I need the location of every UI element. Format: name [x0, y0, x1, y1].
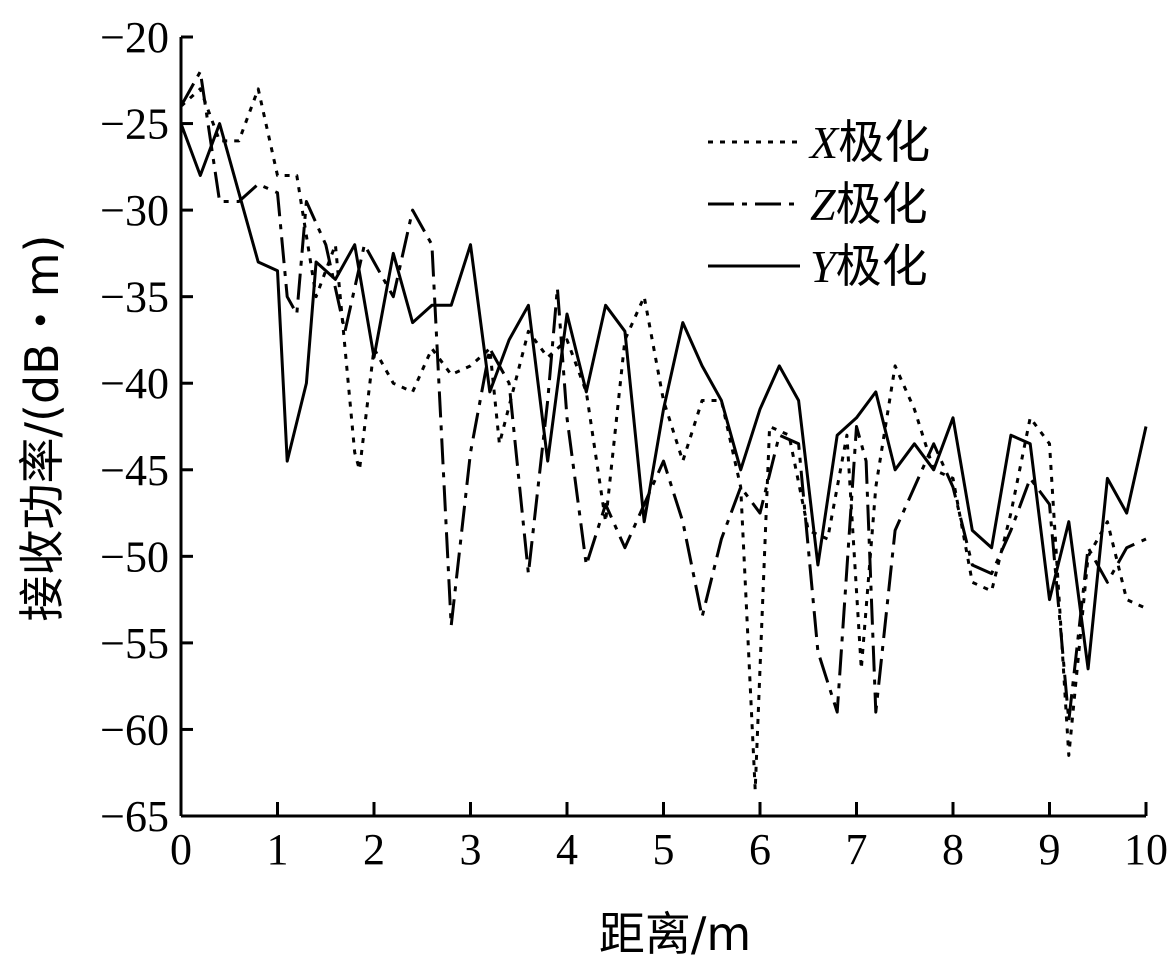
y-tick-label: −25	[100, 100, 169, 149]
x-tick-label: 6	[749, 825, 771, 874]
series-group	[179, 70, 1148, 792]
series-line-x	[179, 87, 1147, 792]
axes	[179, 37, 1146, 818]
x-tick-label: 3	[460, 825, 482, 874]
x-tick-label: 0	[170, 825, 192, 874]
x-tick-label: 5	[653, 825, 675, 874]
y-tick-label: −40	[100, 359, 169, 408]
legend: X极化 Z极化 Y极化	[708, 115, 930, 293]
y-tick-label: −35	[100, 273, 169, 322]
x-tick-label: 2	[363, 825, 385, 874]
y-tick-label: −60	[100, 705, 169, 754]
y-tick-label: −20	[100, 13, 169, 62]
x-tick-label: 9	[1039, 825, 1061, 874]
y-tick-label: −65	[100, 792, 169, 841]
legend-label: Y极化	[810, 239, 928, 293]
x-tick-label: 10	[1124, 825, 1168, 874]
y-tick-label: −55	[100, 619, 169, 668]
y-axis-title: 接收功率/(dB・m)	[15, 235, 69, 622]
x-axis-title: 距离/m	[599, 907, 751, 961]
legend-label: Z极化	[810, 177, 928, 231]
y-tick-label: −30	[100, 186, 169, 235]
y-ticks: −20 −25 −30 −35 −40 −45 −50 −55 −60 −65	[100, 13, 193, 841]
x-tick-label: 8	[942, 825, 964, 874]
series-line-y	[179, 122, 1148, 671]
y-tick-label: −50	[100, 532, 169, 581]
x-tick-label: 7	[846, 825, 868, 874]
series-line-z	[179, 70, 1147, 723]
legend-label: X极化	[808, 115, 930, 169]
y-tick-label: −45	[100, 446, 169, 495]
x-tick-label: 4	[556, 825, 578, 874]
x-ticks: 0 1 2 3 4 5 6 7 8 9 10	[170, 802, 1168, 874]
x-tick-label: 1	[267, 825, 289, 874]
